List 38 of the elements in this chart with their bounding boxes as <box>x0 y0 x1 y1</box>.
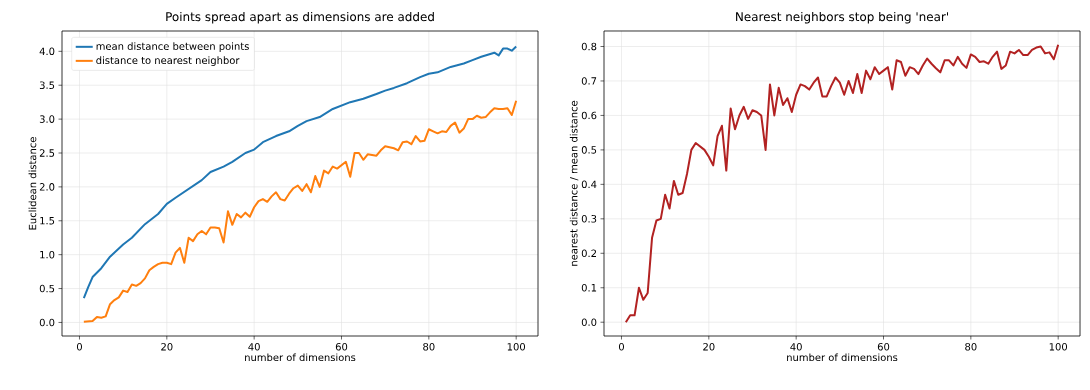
legend-label: distance to nearest neighbor <box>96 56 240 66</box>
y-tick-label: 2.0 <box>39 183 55 191</box>
y-tick-label: 0.5 <box>581 146 597 154</box>
y-tick-label: 0.7 <box>581 77 597 85</box>
x-tick-label: 60 <box>335 343 348 351</box>
x-tick-label: 80 <box>965 343 977 351</box>
x-tick-label: 0 <box>618 343 624 351</box>
y-tick-label: 0.6 <box>581 111 597 120</box>
y-tick-label: 0.0 <box>39 318 55 327</box>
y-tick-label: 0.5 <box>39 284 55 293</box>
y-axis-title: Euclidean distance <box>28 137 37 230</box>
chart-title: Points spread apart as dimensions are added <box>166 11 434 24</box>
x-tick-label: 40 <box>790 343 802 351</box>
chart-title: Nearest neighbors stop being 'near' <box>736 11 948 24</box>
y-tick-label: 1.0 <box>40 250 55 259</box>
y-tick-label: 0.2 <box>581 249 596 258</box>
x-tick-label: 20 <box>703 343 715 351</box>
x-tick-label: 60 <box>877 343 890 351</box>
x-tick-label: 20 <box>161 343 173 351</box>
x-tick-label: 40 <box>248 343 260 351</box>
y-tick-label: 4.0 <box>39 47 55 56</box>
y-tick-label: 0.8 <box>581 42 597 51</box>
y-tick-label: 0.4 <box>581 180 597 189</box>
y-tick-label: 3.5 <box>39 81 55 89</box>
x-tick-label: 0 <box>76 343 82 351</box>
legend-label: mean distance between points <box>96 42 249 52</box>
x-tick-label: 100 <box>1049 343 1068 351</box>
y-tick-label: 1.5 <box>40 217 55 225</box>
y-tick-label: 3.0 <box>39 115 55 123</box>
y-tick-label: 0.0 <box>581 318 597 326</box>
x-axis-title: number of dimensions <box>245 353 356 362</box>
y-axis-title: nearest distance / mean distance <box>569 100 579 266</box>
x-axis-title: number of dimensions <box>787 353 898 362</box>
x-tick-label: 80 <box>423 343 435 351</box>
y-tick-label: 0.3 <box>581 215 597 223</box>
y-tick-label: 0.1 <box>581 283 597 292</box>
y-tick-label: 2.5 <box>39 149 55 157</box>
x-tick-label: 100 <box>507 343 526 351</box>
